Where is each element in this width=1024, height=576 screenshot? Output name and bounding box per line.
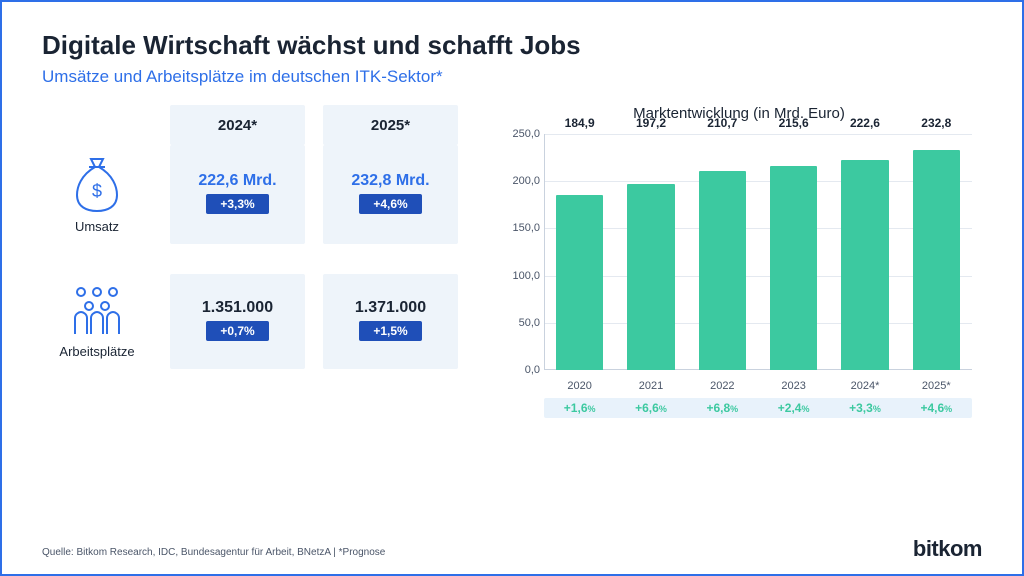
value-arbeit-2024: 1.351.000	[202, 299, 273, 317]
money-bag-icon: $	[71, 155, 123, 213]
chart-panel: Marktentwicklung (in Mrd. Euro) 0,050,01…	[496, 105, 982, 418]
bar-chart: 0,050,0100,0150,0200,0250,0 184,9197,221…	[496, 128, 982, 418]
x-label: 2020	[544, 380, 615, 392]
bar-wrap: 210,7	[687, 134, 758, 370]
bar-value-label: 215,6	[779, 116, 809, 166]
x-labels: 20202021202220232024*2025*	[544, 380, 972, 392]
bar-wrap: 184,9	[544, 134, 615, 370]
bar	[699, 171, 746, 370]
bar-value-label: 184,9	[565, 116, 595, 195]
x-label: 2024*	[829, 380, 900, 392]
y-tick-label: 200,0	[496, 175, 540, 187]
y-tick-label: 0,0	[496, 364, 540, 376]
row-label-umsatz: Umsatz	[75, 219, 119, 234]
bar-wrap: 222,6	[829, 134, 900, 370]
blank-cell	[42, 105, 152, 145]
row-spacer	[42, 244, 458, 274]
x-label: 2023	[758, 380, 829, 392]
growth-label: +3,3%	[829, 401, 900, 415]
bar	[841, 160, 888, 370]
badge-umsatz-2025: +4,6%	[359, 194, 421, 214]
growth-label: +2,4%	[758, 401, 829, 415]
source-footer: Quelle: Bitkom Research, IDC, Bundesagen…	[42, 547, 385, 558]
bar-wrap: 215,6	[758, 134, 829, 370]
y-tick-label: 50,0	[496, 317, 540, 329]
svg-text:$: $	[92, 181, 102, 201]
row-icon-arbeitsplaetze: Arbeitsplätze	[42, 274, 152, 369]
bar-wrap: 232,8	[901, 134, 972, 370]
cell-arbeit-2024: 1.351.000 +0,7%	[170, 274, 305, 369]
summary-table: 2024* 2025* $ Umsatz 222,6 M	[42, 105, 472, 369]
row-label-arbeitsplaetze: Arbeitsplätze	[59, 344, 134, 359]
bar-value-label: 232,8	[921, 116, 951, 150]
x-label: 2025*	[901, 380, 972, 392]
value-umsatz-2025: 232,8 Mrd.	[351, 172, 429, 190]
infographic-frame: Digitale Wirtschaft wächst und schafft J…	[0, 0, 1024, 576]
bar-wrap: 197,2	[615, 134, 686, 370]
growth-row: +1,6%+6,6%+6,8%+2,4%+3,3%+4,6%	[544, 398, 972, 418]
x-label: 2022	[687, 380, 758, 392]
value-arbeit-2025: 1.371.000	[355, 299, 426, 317]
row-icon-umsatz: $ Umsatz	[42, 145, 152, 244]
bar-value-label: 210,7	[707, 116, 737, 171]
cell-umsatz-2025: 232,8 Mrd. +4,6%	[323, 145, 458, 244]
page-subtitle: Umsätze und Arbeitsplätze im deutschen I…	[42, 67, 982, 87]
col-header-2025: 2025*	[323, 105, 458, 145]
growth-label: +1,6%	[544, 401, 615, 415]
badge-arbeit-2025: +1,5%	[359, 321, 421, 341]
bar	[627, 184, 674, 370]
summary-panel: 2024* 2025* $ Umsatz 222,6 M	[42, 105, 472, 418]
cell-umsatz-2024: 222,6 Mrd. +3,3%	[170, 145, 305, 244]
value-umsatz-2024: 222,6 Mrd.	[198, 172, 276, 190]
bars-container: 184,9197,2210,7215,6222,6232,8	[544, 134, 972, 370]
bar-value-label: 197,2	[636, 116, 666, 184]
growth-label: +4,6%	[901, 401, 972, 415]
y-tick-label: 250,0	[496, 128, 540, 140]
bar	[913, 150, 960, 370]
y-tick-label: 100,0	[496, 270, 540, 282]
cell-arbeit-2025: 1.371.000 +1,5%	[323, 274, 458, 369]
bar-value-label: 222,6	[850, 116, 880, 160]
bar	[770, 166, 817, 370]
col-header-2024: 2024*	[170, 105, 305, 145]
x-label: 2021	[615, 380, 686, 392]
badge-arbeit-2024: +0,7%	[206, 321, 268, 341]
growth-label: +6,8%	[687, 401, 758, 415]
page-title: Digitale Wirtschaft wächst und schafft J…	[42, 30, 982, 61]
y-tick-label: 150,0	[496, 222, 540, 234]
growth-label: +6,6%	[615, 401, 686, 415]
people-icon	[65, 284, 129, 338]
bitkom-logo: bitkom	[913, 536, 982, 562]
bar	[556, 195, 603, 370]
content-row: 2024* 2025* $ Umsatz 222,6 M	[42, 105, 982, 418]
badge-umsatz-2024: +3,3%	[206, 194, 268, 214]
